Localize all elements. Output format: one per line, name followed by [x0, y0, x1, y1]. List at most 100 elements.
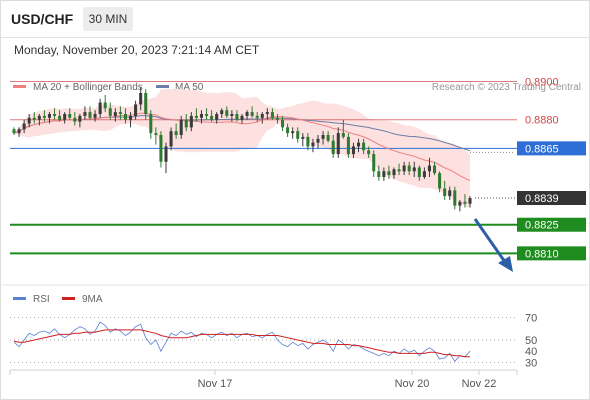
candle-body: [220, 110, 224, 114]
candle-body: [407, 165, 411, 172]
candle-body: [230, 114, 234, 116]
candle-body: [63, 114, 67, 120]
candle-body: [341, 133, 345, 137]
level-badge-support: [517, 217, 586, 232]
ma50-swatch: [156, 85, 169, 88]
rsi-tick-label: 40: [525, 346, 537, 358]
candle-body: [205, 114, 209, 116]
candle-body: [296, 131, 300, 139]
ma20-swatch: [13, 85, 26, 88]
candle-body: [58, 115, 62, 120]
rsi-legend-label: RSI: [33, 294, 50, 305]
candle-body: [210, 115, 214, 120]
candle-body: [336, 133, 340, 155]
forecast-arrow-icon: [473, 218, 513, 272]
candle-body: [438, 173, 442, 189]
candle-body: [98, 102, 102, 114]
candle-body: [53, 114, 57, 116]
candle-body: [103, 102, 107, 109]
rsi-tick-label: 30: [525, 357, 537, 369]
candle-body: [215, 114, 219, 120]
price-level-labels: 0.8900 0.8880 0.8865 0.8825 0.8810 0.8839: [517, 77, 586, 261]
candle-body: [68, 114, 72, 118]
rsi-ma-swatch: [62, 297, 75, 300]
candle-body: [291, 131, 295, 134]
research-credit: Research © 2023 Trading Central: [432, 82, 581, 93]
candle-body: [250, 112, 254, 116]
candle-body: [159, 135, 163, 162]
level-label-pivot: 0.8865: [525, 143, 559, 155]
candle-body: [93, 114, 97, 118]
candle-body: [139, 93, 143, 105]
candle-body: [32, 117, 36, 120]
candle-body: [78, 115, 82, 122]
candle-body: [463, 201, 467, 204]
candle-body: [154, 133, 158, 135]
candle-body: [179, 119, 183, 135]
candle-body: [367, 150, 371, 155]
candle-body: [184, 119, 188, 128]
rsi-line: [13, 321, 471, 362]
candle-body: [417, 167, 421, 177]
candle-body: [382, 171, 386, 177]
candle-body: [422, 171, 426, 177]
rsi-ma-legend-label: 9MA: [82, 294, 103, 305]
candle-body: [169, 131, 173, 147]
candle-body: [118, 112, 122, 114]
level-label-support: 0.8825: [525, 220, 559, 232]
x-axis: Nov 17 Nov 20 Nov 22: [9, 369, 518, 390]
symbol-label: USD/CHF: [11, 11, 74, 27]
rsi-tick-label: 50: [525, 335, 537, 347]
candle-body: [235, 114, 239, 120]
candle-body: [453, 190, 457, 206]
candle-body: [73, 117, 77, 122]
candle-body: [108, 108, 112, 116]
candle-body: [346, 136, 350, 155]
candle-body: [468, 198, 472, 204]
ma50-legend-label: MA 50: [175, 82, 204, 93]
candle-body: [113, 112, 117, 116]
candle-body: [286, 127, 290, 134]
candle-body: [189, 115, 193, 128]
x-tick-label: Nov 22: [462, 378, 497, 390]
candle-body: [164, 146, 168, 162]
candle-body: [88, 112, 92, 118]
candle-body: [331, 140, 335, 155]
candle-body: [316, 138, 320, 143]
candle-body: [12, 129, 16, 134]
candle-body: [326, 135, 330, 141]
candle-body: [123, 114, 127, 120]
last-price-badge: [517, 191, 586, 205]
candle-body: [458, 201, 462, 206]
candlesticks: [12, 87, 472, 212]
candle-body: [194, 115, 198, 118]
candle-body: [22, 123, 26, 130]
candle-body: [270, 112, 274, 118]
candle-body: [47, 114, 51, 118]
rsi-tick-label: 70: [525, 313, 537, 325]
candle-body: [372, 154, 376, 172]
candle-body: [245, 112, 249, 116]
level-label-support: 0.8810: [525, 248, 559, 260]
candle-body: [27, 117, 31, 124]
candle-body: [240, 115, 244, 120]
candle-body: [144, 93, 148, 114]
timeframe-button[interactable]: 30 MIN: [83, 7, 133, 31]
candle-body: [321, 135, 325, 139]
datetime-label: Monday, November 20, 2023 7:21:14 AM CET: [14, 43, 260, 57]
candle-body: [129, 115, 133, 120]
candle-body: [306, 136, 310, 147]
candle-body: [377, 171, 381, 177]
candle-body: [402, 165, 406, 172]
price-levels: [10, 81, 517, 255]
candle-body: [255, 115, 259, 118]
candle-body: [392, 169, 396, 176]
candle-body: [199, 114, 203, 118]
candle-body: [281, 119, 285, 128]
candle-body: [412, 167, 416, 172]
level-badge-pivot: [517, 141, 586, 156]
candle-body: [42, 115, 46, 118]
